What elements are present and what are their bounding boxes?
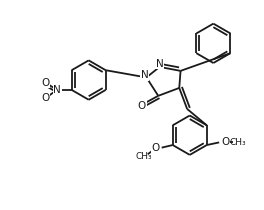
Text: O: O [41,77,49,88]
Text: O: O [138,101,146,110]
Text: CH₃: CH₃ [229,138,246,147]
Text: N: N [53,85,61,95]
Text: O: O [221,137,229,147]
Text: CH₃: CH₃ [135,152,152,161]
Text: O: O [41,93,49,103]
Text: O: O [152,143,160,153]
Text: N: N [141,70,148,80]
Text: N: N [156,59,163,69]
